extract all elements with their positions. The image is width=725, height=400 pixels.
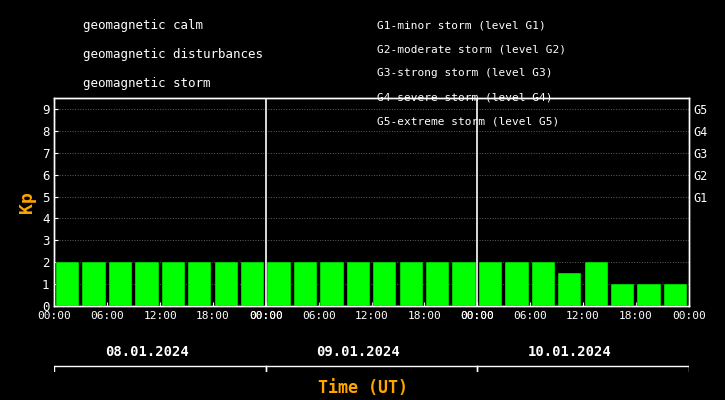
Bar — [136, 262, 159, 306]
Bar — [531, 262, 555, 306]
Bar — [294, 262, 317, 306]
Bar — [162, 262, 185, 306]
Bar — [215, 262, 238, 306]
Bar — [268, 262, 291, 306]
Bar — [399, 262, 423, 306]
Text: 10.01.2024: 10.01.2024 — [528, 345, 612, 359]
Bar — [373, 262, 397, 306]
Text: G5-extreme storm (level G5): G5-extreme storm (level G5) — [377, 116, 559, 126]
Text: G4-severe storm (level G4): G4-severe storm (level G4) — [377, 92, 552, 102]
Y-axis label: Kp: Kp — [18, 191, 36, 213]
Bar — [109, 262, 132, 306]
Bar — [664, 284, 687, 306]
Bar — [320, 262, 344, 306]
Bar — [56, 262, 79, 306]
Text: geomagnetic storm: geomagnetic storm — [83, 77, 211, 90]
Text: 09.01.2024: 09.01.2024 — [317, 345, 400, 359]
Bar — [505, 262, 529, 306]
Text: geomagnetic calm: geomagnetic calm — [83, 19, 204, 32]
Text: G2-moderate storm (level G2): G2-moderate storm (level G2) — [377, 44, 566, 54]
Text: G1-minor storm (level G1): G1-minor storm (level G1) — [377, 20, 546, 30]
Bar — [558, 273, 581, 306]
Bar — [347, 262, 370, 306]
Bar — [611, 284, 634, 306]
Bar — [426, 262, 450, 306]
Text: geomagnetic disturbances: geomagnetic disturbances — [83, 48, 263, 61]
Text: G3-strong storm (level G3): G3-strong storm (level G3) — [377, 68, 552, 78]
Bar — [241, 262, 264, 306]
Text: 08.01.2024: 08.01.2024 — [105, 345, 188, 359]
Text: Time (UT): Time (UT) — [318, 379, 407, 397]
Bar — [584, 262, 608, 306]
Bar — [188, 262, 212, 306]
Bar — [83, 262, 106, 306]
Bar — [637, 284, 660, 306]
Bar — [452, 262, 476, 306]
Bar — [479, 262, 502, 306]
